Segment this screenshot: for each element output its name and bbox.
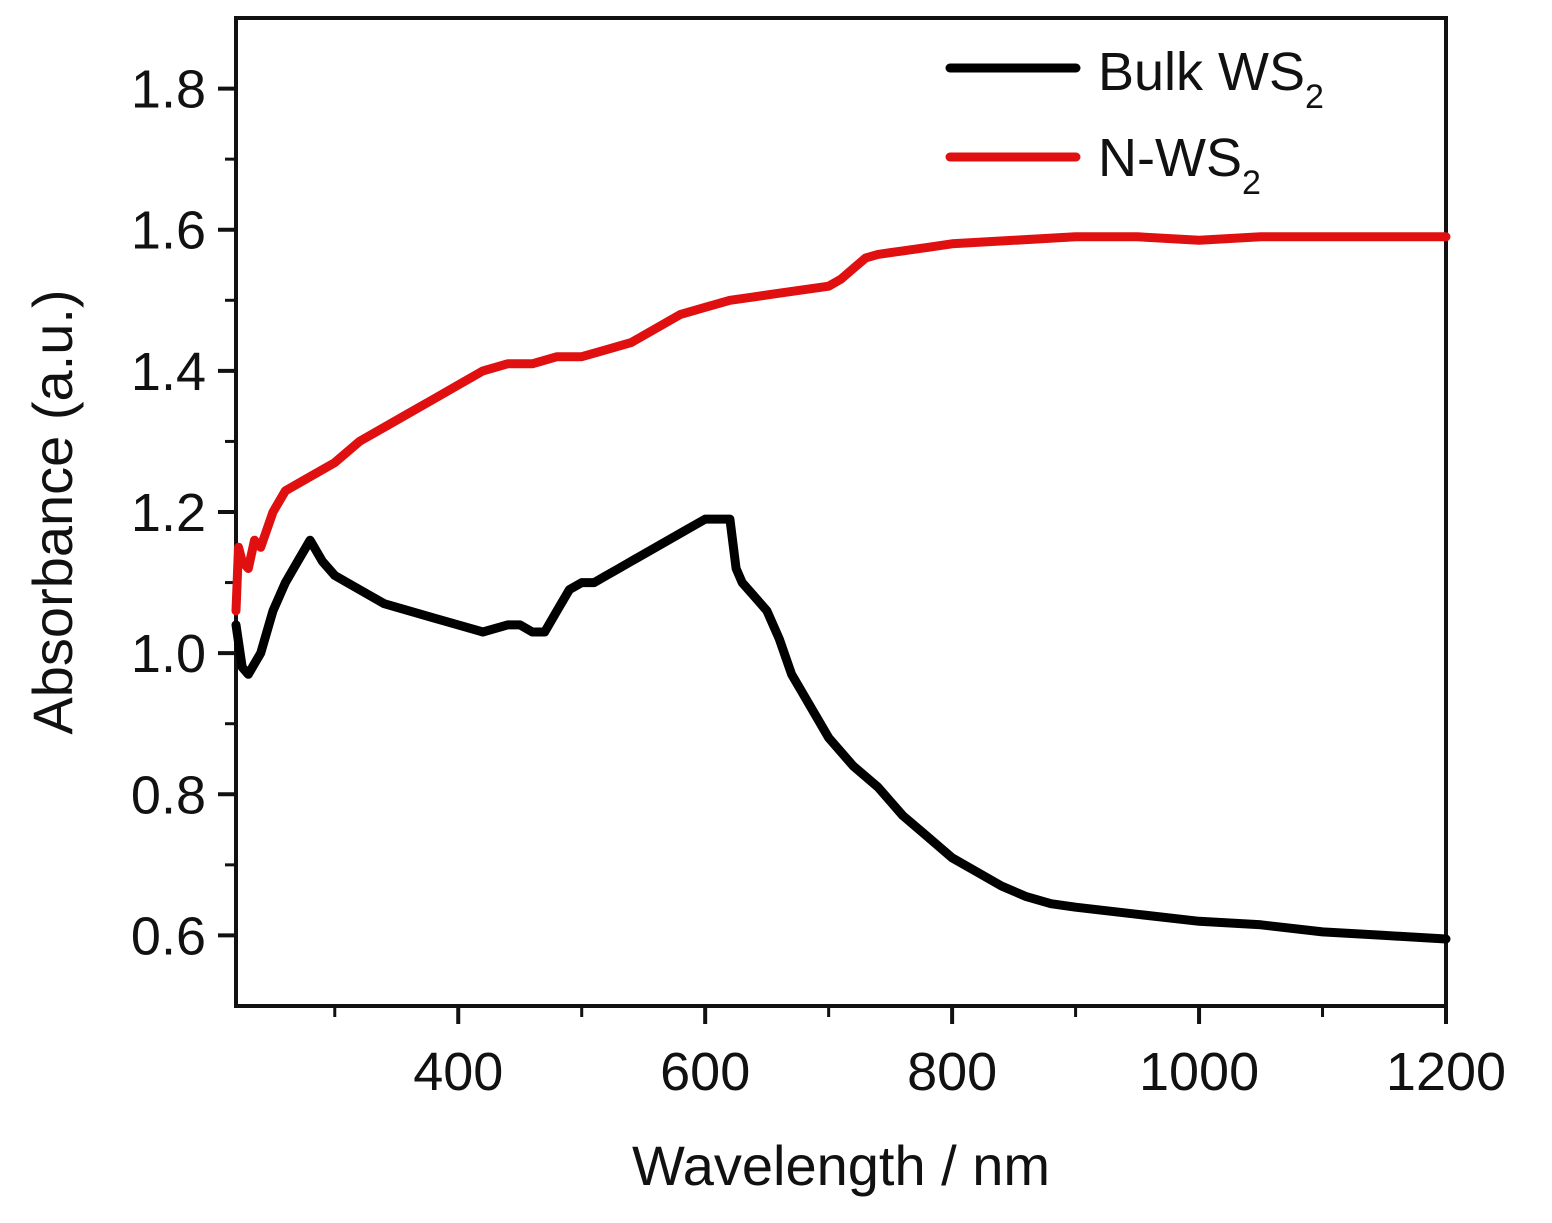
legend-label-bulk-ws2-main: Bulk WS [1098,42,1305,102]
y-axis-label: Absorbance (a.u.) [21,289,84,734]
x-axis-label: Wavelength / nm [632,1134,1050,1197]
y-tick-label: 1.8 [131,60,206,120]
y-axis-ticks: 0.6 0.8 1.0 1.2 1.4 1.6 1.8 [131,60,236,966]
y-tick-label: 1.2 [131,483,206,543]
legend: Bulk WS2 N-WS2 [945,42,1324,202]
x-tick-label: 1200 [1386,1042,1506,1102]
series-line-n-ws2 [231,232,1451,616]
plot-area-frame [234,16,1448,1008]
x-tick-label: 1000 [1139,1042,1259,1102]
series-layer [231,232,1451,944]
y-tick-label: 0.8 [131,765,206,825]
x-tick-label: 600 [660,1042,750,1102]
legend-label-n-ws2: N-WS2 [1098,128,1261,202]
y-tick-label: 1.4 [131,342,206,402]
legend-label-bulk-ws2: Bulk WS2 [1098,42,1324,116]
y-tick-label: 1.0 [131,624,206,684]
legend-label-bulk-ws2-sub: 2 [1305,78,1324,116]
x-tick-label: 400 [413,1042,503,1102]
legend-label-n-ws2-sub: 2 [1242,164,1261,202]
y-tick-label: 0.6 [131,906,206,966]
legend-label-n-ws2-main: N-WS [1098,128,1242,188]
x-axis-ticks: 400 600 800 1000 1200 [333,1006,1506,1102]
y-tick-label: 1.6 [131,201,206,261]
x-tick-label: 800 [907,1042,997,1102]
series-line-bulk-ws2 [231,514,1451,944]
